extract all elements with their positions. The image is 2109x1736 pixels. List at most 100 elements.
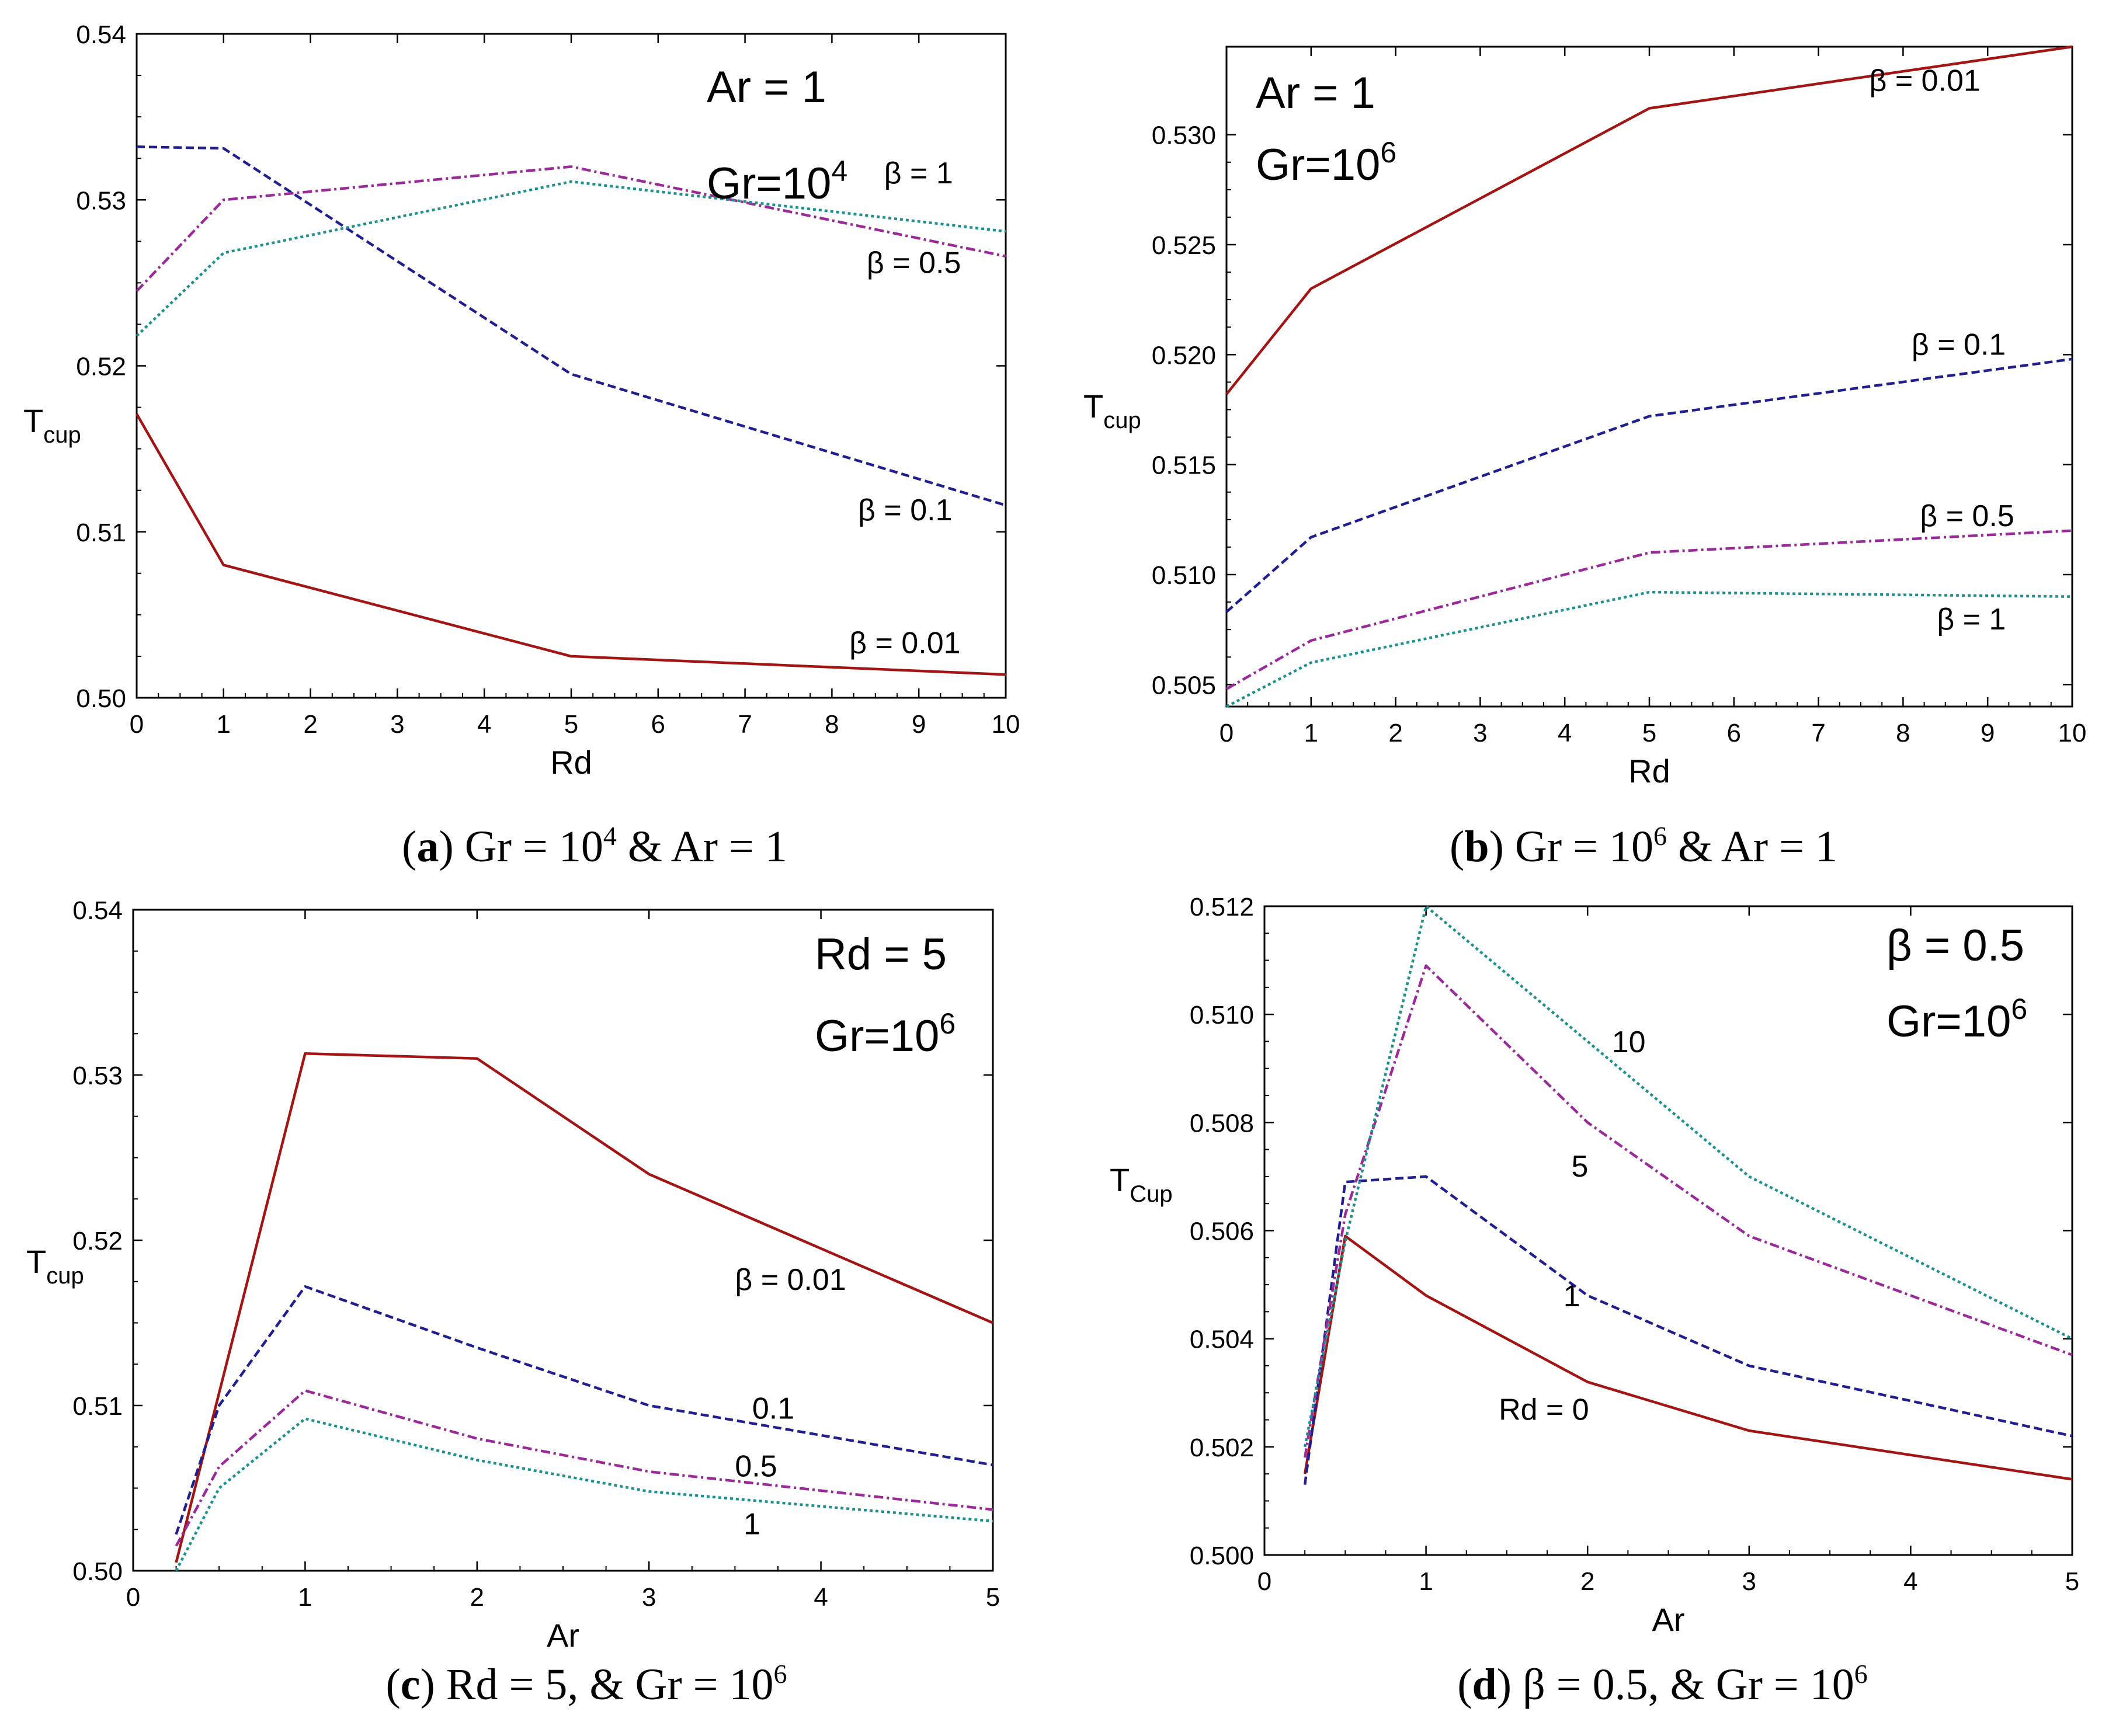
chart-title-sup: 6 — [1380, 136, 1396, 169]
plot-frame — [132, 909, 994, 1572]
chart-title-text: Gr=10 — [1886, 997, 2011, 1046]
series-annotation: 0.5 — [735, 1450, 777, 1484]
caption-text: ) β = 0.5, & Gr = 10 — [1497, 1660, 1854, 1709]
series-line — [1303, 904, 2073, 1448]
x-tick-label: 2 — [303, 710, 317, 739]
series-line — [1225, 45, 2073, 395]
x-tick-label: 6 — [1727, 719, 1741, 747]
series-annotation: 0.1 — [752, 1392, 794, 1426]
x-tick-label: 1 — [217, 710, 231, 739]
x-axis-label: Ar — [1652, 1601, 1685, 1638]
series-line — [135, 165, 1006, 293]
x-tick-label: 3 — [1473, 719, 1487, 747]
chart-caption: (a) Gr = 104 & Ar = 1 — [402, 821, 787, 871]
x-axis-label: Rd — [1628, 753, 1670, 789]
series-annotation: Rd = 0 — [1499, 1393, 1589, 1427]
y-tick-label: 0.53 — [76, 186, 126, 215]
y-tick-label: 0.525 — [1152, 231, 1216, 260]
y-axis-label-sub: cup — [43, 422, 81, 448]
chart-title-text: Ar = 1 — [707, 62, 826, 112]
y-axis-label-sub: Cup — [1130, 1181, 1172, 1207]
plot-frame — [135, 33, 1007, 699]
series-line — [1225, 357, 2073, 613]
x-tick-label: 1 — [1419, 1567, 1433, 1596]
y-axis-label: TCup — [1110, 1161, 1173, 1207]
caption-letter: a — [416, 822, 439, 871]
x-tick-label: 10 — [992, 710, 1020, 739]
caption-text: ) Gr = 10 — [1489, 822, 1653, 871]
chart-title-line: Gr=106 — [1256, 136, 1396, 190]
y-tick-label: 0.520 — [1152, 341, 1216, 370]
x-tick-label: 9 — [1981, 719, 1995, 747]
chart-title-sup: 4 — [831, 155, 847, 187]
chart-a: 0 1 2 3 4 5 6 7 8 9 10 0.50 0.51 0.52 0.53 0.54 Rd Tcup β … — [23, 20, 1020, 871]
y-tick-label: 0.500 — [1190, 1542, 1254, 1570]
caption-tail: & Ar = 1 — [1667, 822, 1837, 871]
series-line — [175, 1052, 993, 1563]
y-axis-label-sub: cup — [46, 1263, 84, 1289]
x-axis-label: Ar — [547, 1617, 579, 1654]
chart-b: 0 1 2 3 4 5 6 7 8 9 10 0.505 0.510 0.515 0.520 0.525 0.5… — [1083, 45, 2086, 871]
caption-paren-open: ( — [385, 1660, 400, 1709]
x-tick-label: 5 — [564, 710, 578, 739]
caption-sup: 6 — [774, 1659, 787, 1689]
series-line — [1303, 964, 2073, 1458]
y-tick-label: 0.51 — [76, 519, 126, 547]
series-line — [1303, 1175, 2073, 1485]
y-axis-label-base: T — [1110, 1161, 1130, 1198]
caption-letter: d — [1472, 1660, 1497, 1709]
x-tick-label: 8 — [1896, 719, 1910, 747]
chart-title-text: Ar = 1 — [1256, 68, 1375, 118]
x-tick-label: 2 — [470, 1583, 484, 1612]
x-tick-label: 4 — [477, 710, 491, 739]
series-annotation: β = 0.5 — [867, 246, 961, 280]
caption-paren-open: ( — [1450, 822, 1464, 871]
x-tick-label: 0 — [130, 710, 144, 739]
y-tick-label: 0.510 — [1190, 1001, 1254, 1029]
caption-tail: & Ar = 1 — [617, 822, 787, 871]
series-annotation: 5 — [1572, 1150, 1589, 1184]
caption-letter: b — [1464, 822, 1489, 871]
chart-title-line: Gr=106 — [1886, 993, 2027, 1046]
y-axis-label: Tcup — [26, 1243, 84, 1289]
y-axis-label: Tcup — [23, 402, 81, 448]
series-annotation: 1 — [743, 1508, 760, 1542]
x-tick-label: 8 — [825, 710, 839, 739]
series-line — [1225, 590, 2073, 708]
x-tick-label: 4 — [814, 1583, 828, 1612]
chart-title-line: Rd = 5 — [815, 930, 947, 979]
chart-title-line: β = 0.5 — [1886, 921, 2024, 970]
x-tick-label: 1 — [298, 1583, 312, 1612]
chart-title-sup: 6 — [939, 1007, 956, 1040]
x-tick-label: 4 — [1558, 719, 1572, 747]
x-tick-label: 5 — [2065, 1567, 2079, 1596]
x-axis-label: Rd — [550, 744, 592, 781]
y-tick-label: 0.50 — [72, 1557, 123, 1586]
y-tick-label: 0.51 — [72, 1392, 123, 1421]
series-line — [175, 1285, 993, 1535]
y-tick-label: 0.505 — [1152, 671, 1216, 700]
caption-sup: 6 — [1653, 821, 1667, 851]
y-axis-label-base: T — [23, 402, 43, 439]
chart-title-text: Gr=10 — [1256, 140, 1380, 190]
series-annotation: 10 — [1612, 1025, 1646, 1059]
x-tick-label: 5 — [1642, 719, 1656, 747]
x-tick-label: 6 — [651, 710, 665, 739]
y-axis-label: Tcup — [1083, 388, 1141, 433]
caption-letter: c — [401, 1660, 421, 1709]
y-axis-label-sub: cup — [1103, 408, 1141, 433]
chart-title-text: β = 0.5 — [1886, 921, 2024, 970]
y-tick-label: 0.50 — [76, 684, 126, 713]
x-tick-label: 1 — [1304, 719, 1318, 747]
x-tick-label: 0 — [126, 1583, 140, 1612]
chart-caption: (c) Rd = 5, & Gr = 106 — [385, 1659, 787, 1709]
x-tick-label: 4 — [1903, 1567, 1917, 1596]
series-annotation: 1 — [1563, 1279, 1580, 1313]
series-line — [135, 180, 1006, 337]
caption-sup: 4 — [603, 821, 617, 851]
x-tick-label: 7 — [738, 710, 752, 739]
chart-title-text: Rd = 5 — [815, 930, 947, 979]
x-tick-label: 3 — [642, 1583, 656, 1612]
y-tick-label: 0.504 — [1190, 1326, 1254, 1354]
